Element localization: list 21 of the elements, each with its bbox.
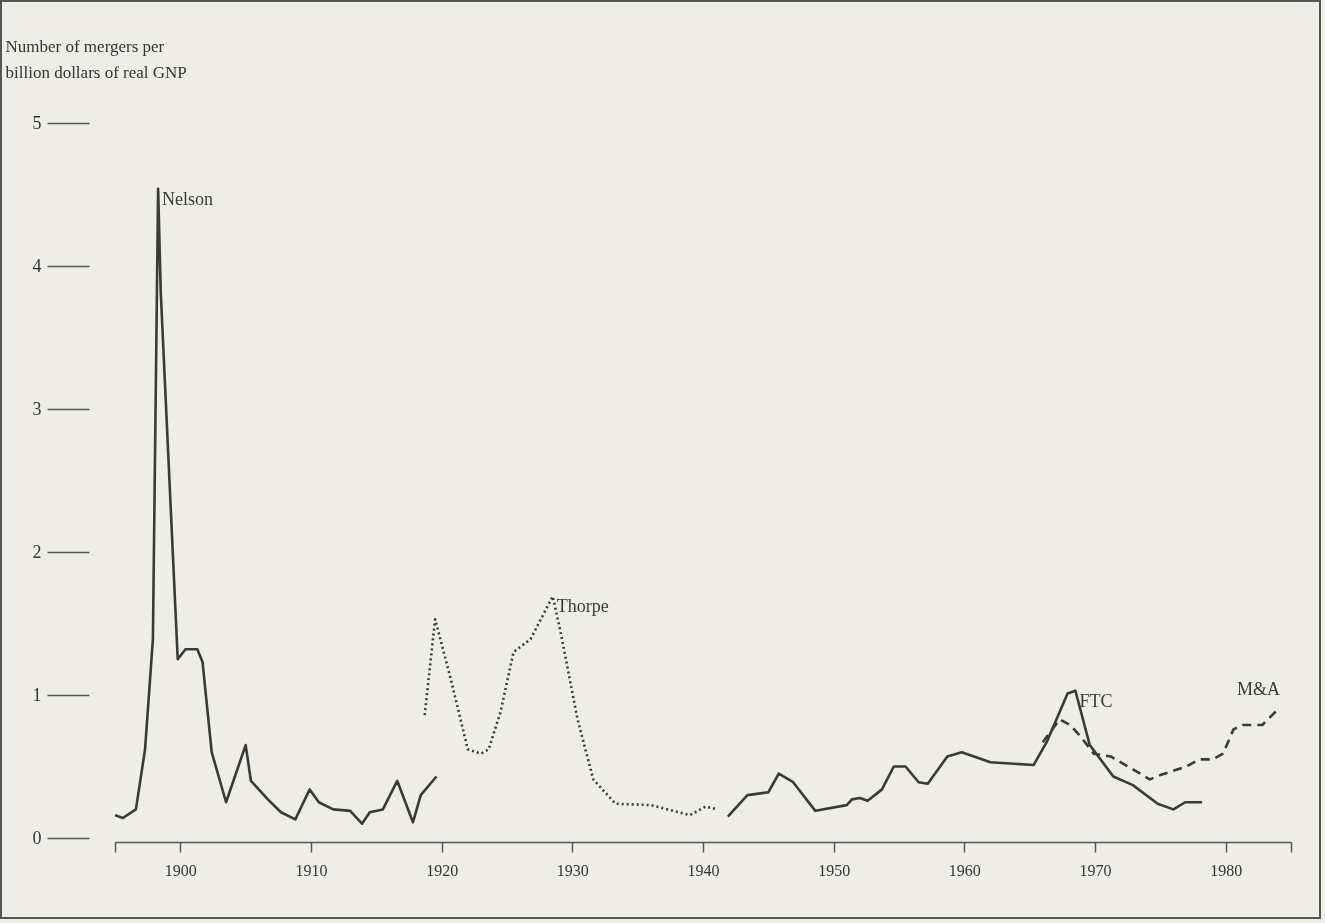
- y-tick-label: 0: [32, 827, 42, 848]
- line-series: [113, 187, 438, 825]
- x-tick-label: 1910: [295, 861, 328, 879]
- series-label: M&A: [1236, 679, 1280, 700]
- x-tick-label: 1920: [426, 861, 459, 879]
- series-label: Thorpe: [556, 596, 609, 617]
- y-axis-title: Number of mergers per billion dollars of real GNP: [5, 36, 187, 82]
- y-tick-label: 5: [32, 112, 42, 133]
- y-tick-label: 4: [32, 255, 42, 276]
- y-tick-label: 3: [32, 398, 42, 419]
- x-tick-label: 1970: [1079, 861, 1112, 879]
- x-tick-label: 1950: [818, 861, 851, 879]
- y-tick-label: 2: [32, 541, 42, 562]
- x-tick-label: 1980: [1210, 861, 1243, 879]
- x-tick-label: 1940: [687, 861, 720, 879]
- x-tick-label: 1930: [556, 861, 589, 879]
- series-label: Nelson: [162, 188, 214, 209]
- y-tick-label: 1: [32, 684, 42, 705]
- x-tick-label: 1900: [164, 861, 197, 879]
- series-label: FTC: [1079, 690, 1113, 711]
- x-tick-label: 1960: [948, 861, 981, 879]
